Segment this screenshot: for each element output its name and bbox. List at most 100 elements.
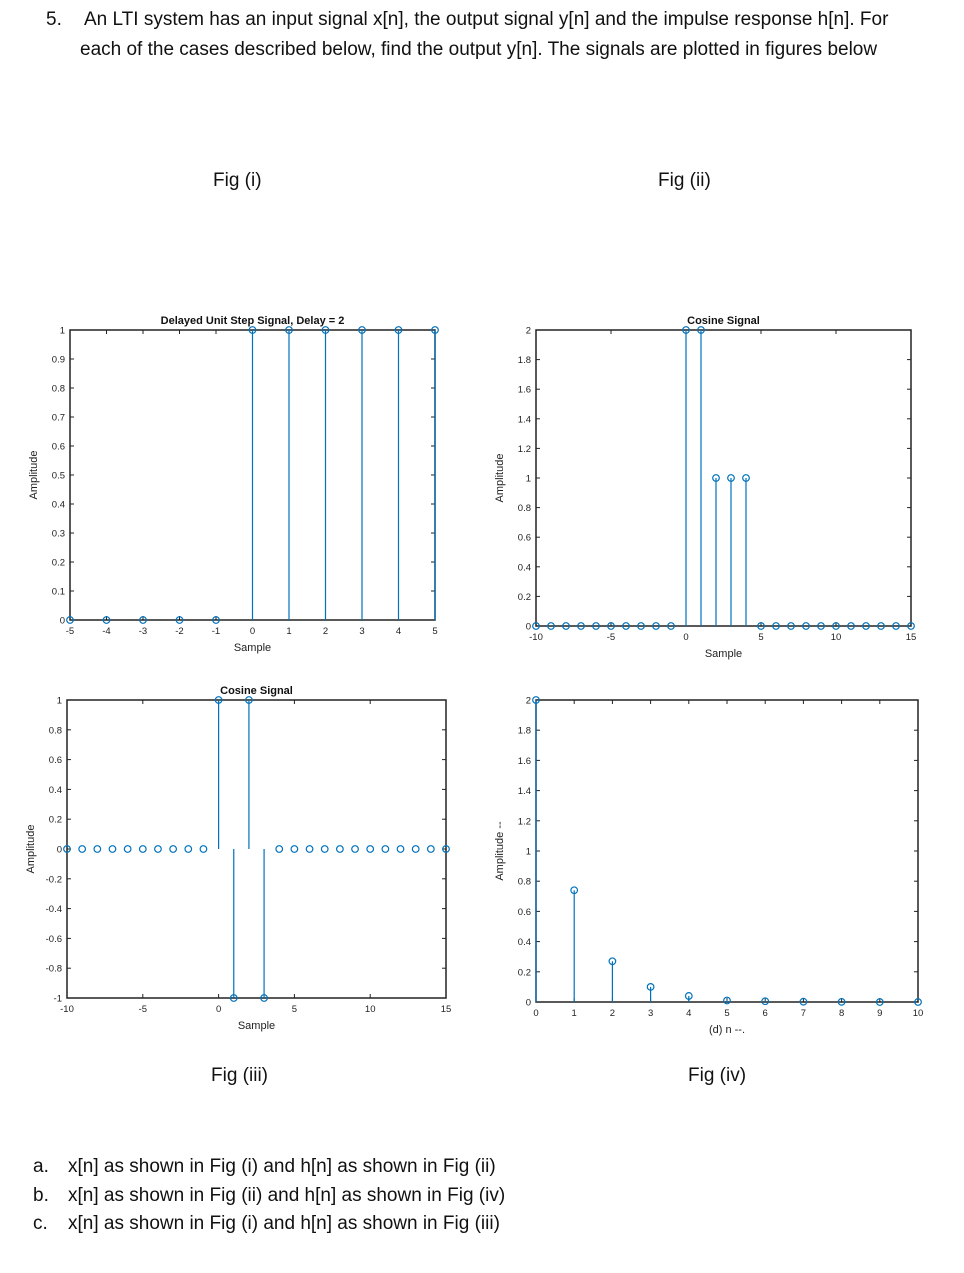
- chart-title: Cosine Signal: [220, 685, 293, 697]
- stem-marker: [305, 845, 314, 853]
- y-tick-label: -0.6: [46, 934, 62, 945]
- x-tick-label: 9: [877, 1008, 882, 1019]
- x-tick-label: 4: [686, 1008, 691, 1019]
- stem-marker: [875, 998, 884, 1006]
- y-tick-label: 0.4: [518, 937, 531, 948]
- x-tick-label: 0: [533, 1008, 538, 1019]
- x-tick-label: -1: [212, 626, 220, 637]
- x-tick-label: 4: [396, 626, 401, 637]
- x-tick-label: 5: [724, 1008, 729, 1019]
- chart-2: -10 -5 0 5 10 15 0 0.2 0.4 0.6 0.8 1 1.2 1.4 1.6 1.8 2 Co…: [494, 315, 916, 660]
- y-tick-label: 0.8: [518, 877, 531, 888]
- stem-marker: [608, 957, 617, 966]
- x-tick-label: 10: [913, 1008, 924, 1019]
- stem-marker: [275, 845, 284, 853]
- stem-marker: [169, 845, 178, 853]
- x-tick-label: -10: [60, 1004, 74, 1015]
- stem-marker: [351, 845, 359, 853]
- y-tick-label: 1: [57, 696, 62, 707]
- stem-marker: [570, 886, 579, 895]
- question-number: 5.: [46, 9, 62, 30]
- stem-marker: [212, 616, 220, 624]
- caption-fig-4: Fig (iv): [688, 1065, 747, 1086]
- question-parts: a. x[n] as shown in Fig (i) and h[n] as s…: [33, 1153, 505, 1239]
- y-axis-label: Amplitude --: [494, 821, 506, 881]
- stem-marker: [108, 845, 117, 853]
- y-tick-label: 1.6: [518, 756, 531, 767]
- caption-fig-2: Fig (ii): [658, 170, 711, 191]
- x-tick-label: 0: [250, 626, 255, 637]
- y-tick-label: 1: [526, 847, 531, 858]
- stem-marker: [358, 326, 366, 334]
- stem-marker: [66, 616, 74, 624]
- chart-title: Delayed Unit Step Signal, Delay = 2: [161, 315, 345, 327]
- x-tick-label: 5: [432, 626, 437, 637]
- y-tick-label: 2: [526, 696, 531, 707]
- y-tick-label: 0.3: [52, 529, 65, 540]
- chart-title: Cosine Signal: [687, 315, 760, 327]
- x-tick-label: 15: [906, 632, 917, 643]
- question-line-1: An LTI system has an input signal x[n], …: [84, 9, 889, 30]
- y-tick-label: -0.8: [46, 964, 62, 975]
- y-tick-label: 0: [526, 622, 531, 633]
- x-tick-label: -4: [102, 626, 110, 637]
- y-tick-label: 1: [526, 474, 531, 485]
- stem-marker: [214, 696, 223, 704]
- stem-marker: [442, 845, 450, 853]
- stem-marker: [787, 622, 795, 630]
- x-tick-label: 5: [292, 1004, 297, 1015]
- stem-marker: [667, 622, 675, 630]
- stem-marker: [154, 845, 162, 853]
- x-axis-label: Sample: [238, 1020, 275, 1032]
- stem-marker: [637, 622, 645, 630]
- y-tick-label: 1.2: [518, 816, 531, 827]
- part-c-text: x[n] as shown in Fig (i) and h[n] as sho…: [68, 1213, 500, 1234]
- y-tick-label: 1.8: [518, 355, 531, 366]
- stem-marker: [290, 845, 299, 853]
- y-tick-label: 0.4: [52, 500, 65, 511]
- stem-marker: [532, 622, 540, 630]
- y-tick-label: 0.2: [49, 815, 62, 826]
- stem-marker: [862, 622, 870, 630]
- part-c-label: c.: [33, 1213, 48, 1234]
- x-axis-label: Sample: [705, 648, 742, 660]
- stem-marker: [723, 996, 731, 1005]
- y-tick-label: 0.6: [52, 442, 65, 453]
- x-tick-label: 1: [572, 1008, 577, 1019]
- stem-marker: [381, 845, 390, 853]
- stem-marker: [93, 845, 102, 853]
- y-tick-label: 1.6: [518, 385, 531, 396]
- stem-marker: [285, 326, 293, 334]
- stem-marker: [394, 326, 403, 334]
- stem-marker: [335, 845, 344, 853]
- stem-marker: [761, 997, 770, 1006]
- y-tick-label: 0: [57, 845, 62, 856]
- chart-1: -5 -4 -3 -2 -1 0 1 2 3 4 5 0 0.1 0.2 0.3 0.4 0.5 0.6 0.7 0.…: [28, 315, 439, 654]
- y-axis-label: Amplitude: [28, 451, 40, 500]
- stem-marker: [321, 326, 330, 334]
- x-tick-label: 10: [831, 632, 842, 643]
- y-tick-label: 0.8: [518, 503, 531, 514]
- stem-marker: [742, 474, 750, 482]
- stem-marker: [139, 616, 147, 624]
- y-tick-label: 1.8: [518, 726, 531, 737]
- stem-marker: [607, 622, 615, 630]
- y-axis-label: Amplitude: [25, 825, 37, 874]
- y-tick-label: 1: [60, 326, 65, 337]
- stem-marker: [847, 622, 855, 630]
- stem-marker: [817, 622, 825, 630]
- part-c: c. x[n] as shown in Fig (i) and h[n] as s…: [33, 1210, 505, 1239]
- y-tick-label: 1.2: [518, 444, 531, 455]
- x-tick-label: 15: [441, 1004, 452, 1015]
- x-tick-label: -10: [529, 632, 543, 643]
- stem-marker: [175, 616, 184, 624]
- stem-marker: [592, 622, 600, 630]
- stem-marker: [802, 622, 810, 630]
- x-tick-label: 2: [323, 626, 328, 637]
- stem-marker: [411, 845, 420, 853]
- axes-box: [535, 699, 919, 1003]
- x-tick-label: 10: [365, 1004, 376, 1015]
- stem-marker: [320, 845, 329, 853]
- y-tick-label: 0.8: [52, 384, 65, 395]
- stem-marker: [757, 622, 765, 630]
